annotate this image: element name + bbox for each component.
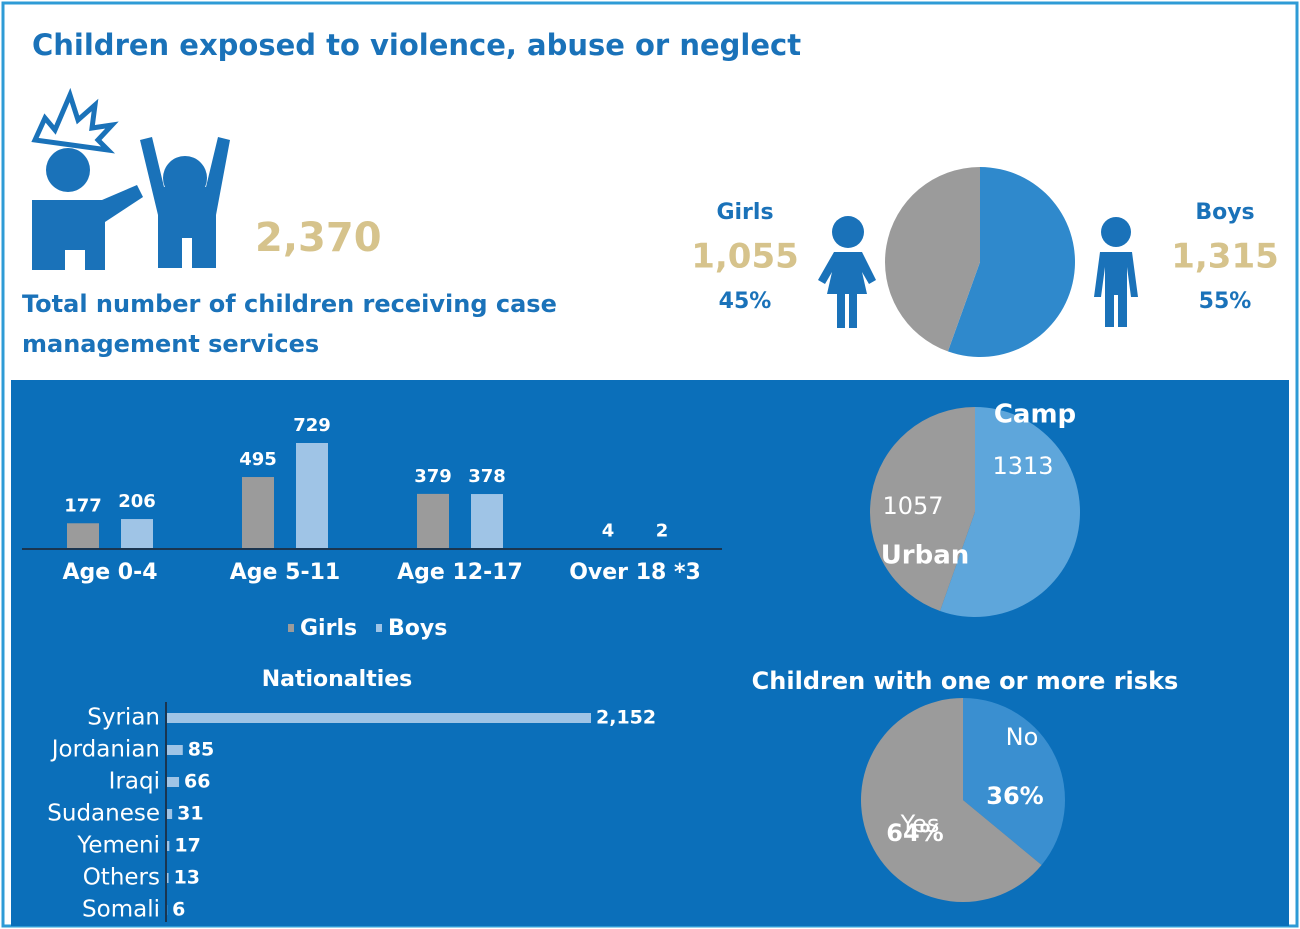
bar-value: 31 — [177, 803, 203, 825]
y-tick-label: Somali — [82, 897, 160, 923]
total-label: Total number of children receiving case … — [22, 290, 557, 358]
bar — [166, 713, 591, 723]
slice-value: 1,055 — [691, 237, 799, 277]
pie-slice — [870, 407, 975, 612]
slice-label: Girls — [716, 200, 773, 225]
y-tick-label: Jordanian — [50, 737, 160, 763]
bar-value: 2,152 — [596, 707, 656, 729]
bar — [166, 809, 173, 819]
bar-value: 206 — [118, 491, 156, 512]
legend-label: Boys — [388, 616, 447, 641]
x-tick-label: Age 5-11 — [230, 560, 340, 585]
bar-value: 85 — [188, 739, 214, 761]
title: Children exposed to violence, abuse or n… — [32, 28, 802, 62]
slice-percent: 45% — [719, 289, 772, 314]
bar — [166, 841, 170, 851]
bar — [296, 443, 328, 549]
pie-slice — [884, 167, 980, 352]
blue-panel — [11, 380, 1289, 926]
x-tick-label: Age 12-17 — [397, 560, 523, 585]
slice-value: 36% — [986, 782, 1043, 810]
slice-value: 1313 — [992, 452, 1053, 480]
legend-label: Girls — [300, 616, 357, 641]
bar — [166, 873, 169, 883]
bar-value: 379 — [414, 466, 452, 487]
bar-value: 729 — [293, 415, 331, 436]
bar — [121, 519, 153, 549]
bar — [417, 493, 449, 549]
bar-value: 13 — [174, 867, 200, 889]
legend-swatch — [288, 624, 294, 632]
bar-value: 177 — [64, 495, 102, 516]
slice-percent: 55% — [1199, 289, 1252, 314]
chart-title: Nationalties — [262, 667, 413, 692]
children-icon — [31, 87, 230, 270]
bar-value: 17 — [174, 835, 200, 857]
chart-title: Children with one or more risks — [752, 667, 1179, 695]
x-tick-label: Over 18 *3 — [569, 560, 701, 585]
bar — [242, 477, 274, 549]
y-tick-label: Yemeni — [76, 833, 160, 859]
bar-value: 2 — [656, 521, 669, 542]
pie-slice — [861, 698, 1042, 902]
pie-slice — [947, 167, 1075, 358]
slice-value: 64% — [886, 819, 943, 847]
slice-label: Camp — [994, 400, 1076, 430]
legend-swatch — [376, 624, 382, 632]
slice-label: Yes — [900, 810, 940, 838]
bar — [166, 777, 180, 787]
bar — [67, 523, 99, 549]
y-tick-label: Others — [83, 865, 160, 891]
x-tick-label: Age 0-4 — [62, 560, 157, 585]
bar-value: 6 — [172, 899, 185, 921]
girl-icon — [818, 216, 876, 328]
bar — [471, 494, 503, 549]
pie-slice — [963, 698, 1066, 866]
bar-value: 66 — [184, 771, 210, 793]
y-tick-label: Sudanese — [47, 801, 160, 827]
y-tick-label: Iraqi — [109, 769, 160, 795]
slice-value: 1,315 — [1171, 237, 1279, 277]
slice-label: Urban — [881, 541, 970, 571]
bar-value: 378 — [468, 466, 506, 487]
boy-icon — [1094, 217, 1138, 327]
slice-label: Boys — [1195, 200, 1254, 225]
total-value: 2,370 — [255, 215, 382, 261]
y-tick-label: Syrian — [87, 705, 160, 731]
bar — [166, 745, 183, 755]
pie-slice — [940, 407, 1081, 617]
bar-value: 4 — [602, 520, 615, 541]
bar-value: 495 — [239, 449, 277, 470]
slice-value: 1057 — [882, 492, 943, 520]
slice-label: No — [1006, 723, 1039, 751]
